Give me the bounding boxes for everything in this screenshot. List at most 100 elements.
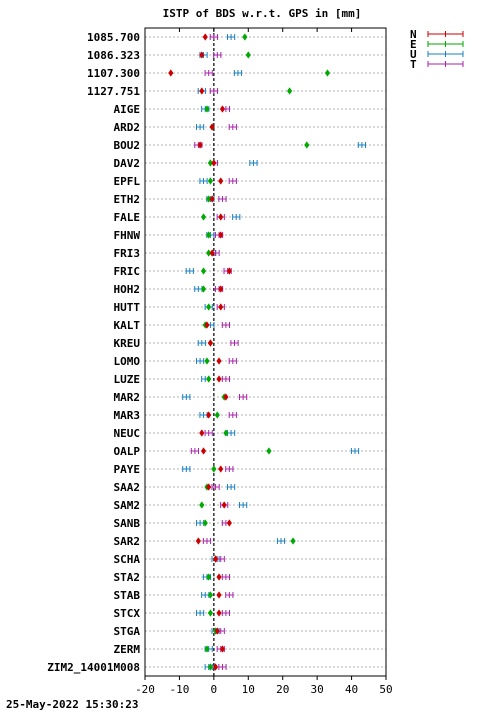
point-e [324, 69, 331, 77]
station-label: SAM2 [114, 499, 141, 512]
station-label: HUTT [114, 301, 141, 314]
point-n [226, 519, 232, 527]
point-t [204, 70, 213, 76]
point-n [218, 177, 224, 185]
point-e [206, 375, 212, 383]
point-n [202, 33, 208, 41]
station-label: SANB [114, 517, 141, 530]
station-label: DAV2 [114, 157, 141, 170]
point-e [206, 303, 212, 311]
point-u [195, 610, 205, 616]
point-t [209, 34, 218, 40]
point-u [226, 484, 236, 490]
x-tick-label: 20 [276, 683, 289, 696]
point-n [216, 591, 222, 599]
point-u [195, 358, 205, 364]
station-label: SCHA [114, 553, 141, 566]
legend-label-t: T [410, 58, 417, 71]
point-n [218, 303, 224, 311]
plot-frame [144, 27, 387, 677]
point-n [216, 357, 222, 365]
point-n [218, 213, 224, 221]
station-label: KREU [114, 337, 141, 350]
point-u [357, 142, 366, 148]
station-label: FALE [114, 211, 141, 224]
station-label: FHNW [114, 229, 141, 242]
point-t [228, 178, 237, 184]
point-e [207, 159, 214, 167]
point-u [350, 448, 360, 454]
station-label: 1127.751 [87, 85, 140, 98]
point-u [199, 412, 208, 418]
point-n [226, 267, 232, 275]
point-u [197, 340, 206, 346]
legend-label-u: U [410, 48, 417, 61]
point-n [197, 141, 203, 149]
point-u [226, 430, 236, 436]
point-t [239, 394, 248, 400]
point-n [218, 285, 224, 293]
station-label: SAA2 [114, 481, 141, 494]
point-u [239, 502, 248, 508]
point-e [204, 105, 210, 113]
station-label: 1085.700 [87, 31, 140, 44]
station-label: LUZE [114, 373, 141, 386]
point-e [287, 87, 293, 95]
point-u [249, 160, 258, 166]
point-n [206, 411, 212, 419]
station-label: AIGE [114, 103, 141, 116]
point-t [209, 88, 218, 94]
point-t [213, 52, 222, 58]
point-n [212, 663, 219, 671]
station-label: MAR2 [114, 391, 141, 404]
point-n [218, 465, 224, 473]
point-e [204, 645, 210, 653]
point-t [204, 430, 213, 436]
point-u [185, 268, 194, 274]
point-u [201, 592, 210, 598]
station-label: FRIC [114, 265, 141, 278]
point-t [228, 412, 237, 418]
point-u [226, 34, 236, 40]
x-tick-label: 0 [211, 683, 218, 696]
point-u [195, 520, 205, 526]
point-t [218, 196, 227, 202]
point-e [290, 537, 296, 545]
point-e [245, 51, 251, 59]
point-n [199, 51, 205, 59]
x-tick-label: 40 [345, 683, 358, 696]
x-tick-label: 10 [242, 683, 255, 696]
point-e [206, 231, 212, 239]
x-axis-ticks: -20 -10 0 10 20 30 40 50 [135, 28, 393, 696]
point-n [207, 339, 214, 347]
point-e [242, 33, 248, 41]
point-u [195, 124, 205, 130]
point-n [216, 609, 222, 617]
grid-lines [145, 36, 386, 668]
x-tick-label: -10 [169, 683, 189, 696]
data-marks [168, 33, 366, 671]
point-e [207, 609, 214, 617]
point-t [228, 358, 237, 364]
point-u [182, 394, 191, 400]
point-n [204, 321, 210, 329]
point-e [207, 177, 214, 185]
point-t [225, 466, 234, 472]
station-label: ZERM [114, 643, 141, 656]
point-e [200, 213, 207, 221]
point-n [221, 501, 227, 509]
point-t [221, 322, 231, 328]
point-t [228, 124, 237, 130]
point-e [206, 249, 212, 257]
point-u [233, 70, 243, 76]
point-u [232, 214, 241, 220]
timestamp: 25-May-2022 15:30:23 [6, 698, 138, 711]
point-t [202, 538, 212, 544]
station-label: STGA [114, 625, 141, 638]
point-n [195, 537, 201, 545]
point-n [168, 69, 174, 77]
point-t [221, 376, 231, 382]
point-e [202, 519, 208, 527]
station-labels: 1085.700 1086.323 1107.300 1127.751 AIGE ARD2… [47, 31, 140, 674]
